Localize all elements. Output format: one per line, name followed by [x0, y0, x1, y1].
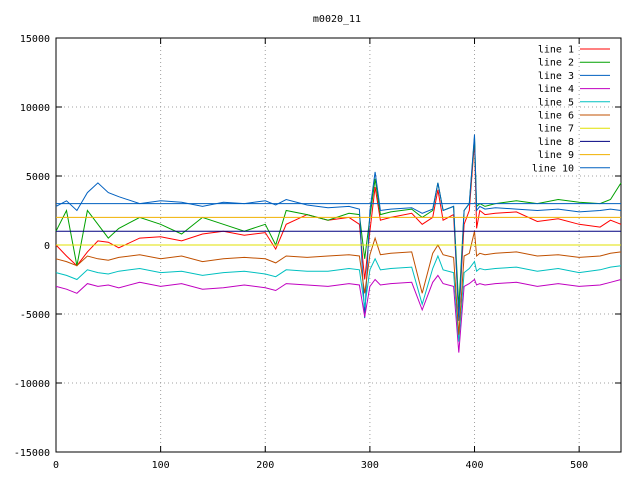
legend-label-3: line 3 [538, 71, 574, 82]
y-tick-label: -5000 [20, 310, 50, 321]
legend-label-6: line 6 [538, 111, 574, 122]
grid [56, 38, 621, 452]
series-line-4 [55, 274, 622, 353]
legend-label-1: line 1 [538, 45, 574, 56]
x-tick-label: 400 [465, 460, 483, 471]
y-tick-label: -10000 [14, 379, 50, 390]
series-line-3 [55, 134, 622, 321]
legend-label-9: line 9 [538, 150, 574, 161]
legend-label-7: line 7 [538, 124, 574, 135]
y-tick-label: 15000 [20, 34, 50, 45]
x-tick-label: 100 [152, 460, 170, 471]
y-tick-label: 0 [44, 241, 50, 252]
legend-label-2: line 2 [538, 58, 574, 69]
y-tick-label: 5000 [26, 172, 50, 183]
legend-label-5: line 5 [538, 97, 574, 108]
series-layer [55, 134, 622, 353]
y-tick-label: -15000 [14, 448, 50, 459]
chart-title: m0020_11 [313, 14, 361, 25]
legend-label-4: line 4 [538, 84, 574, 95]
series-line-6 [55, 231, 622, 335]
x-tick-label: 500 [570, 460, 588, 471]
x-tick-label: 300 [361, 460, 379, 471]
y-tick-label: 10000 [20, 103, 50, 114]
legend-label-10: line 10 [532, 163, 574, 174]
x-tick-label: 200 [256, 460, 274, 471]
legend: line 1 line 2 line 3 line 4 line 5 line 6 line… [532, 45, 610, 174]
series-line-2 [55, 137, 622, 308]
series-line-5 [55, 254, 622, 342]
axes: 0 100 200 300 400 500 -15000 -10000 -5000 0 5000 10… [14, 34, 622, 471]
x-tick-label: 0 [53, 460, 59, 471]
legend-label-8: line 8 [538, 137, 574, 148]
